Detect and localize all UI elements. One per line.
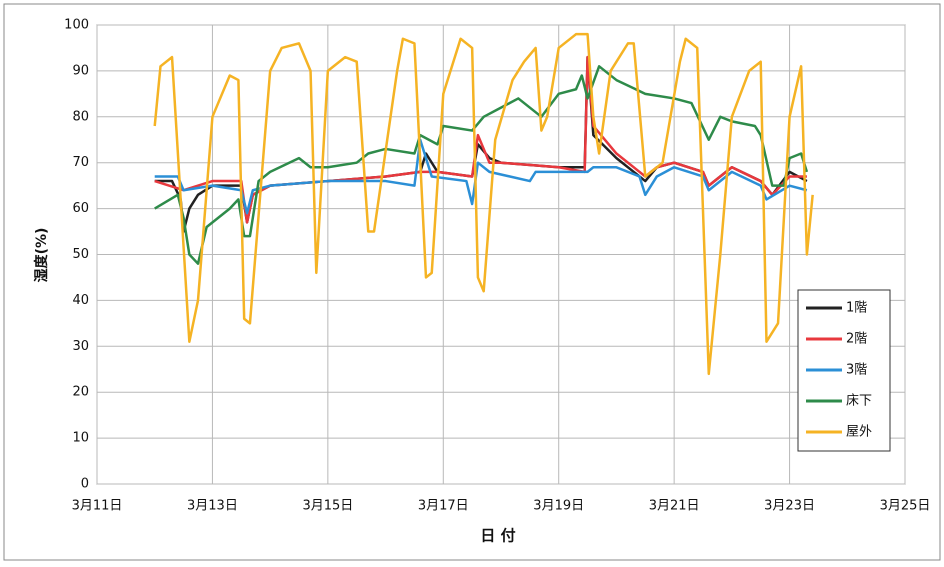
y-axis-label: 湿度(%) [33, 228, 50, 283]
x-tick-label: 3月11日 [72, 499, 123, 514]
y-tick-label: 90 [72, 63, 89, 78]
legend-label: 床下 [846, 394, 872, 409]
legend-label: 2階 [846, 332, 867, 347]
series-line [154, 55, 807, 224]
x-tick-label: 3月23日 [764, 499, 815, 514]
y-tick-label: 40 [72, 293, 89, 308]
x-tick-label: 3月15日 [302, 499, 353, 514]
chart-frame [3, 3, 941, 561]
x-tick-label: 3月13日 [187, 499, 238, 514]
y-tick-label: 60 [72, 201, 89, 216]
x-tick-label: 3月21日 [649, 499, 700, 514]
series-line [154, 138, 808, 215]
y-tick-label: 70 [72, 155, 89, 170]
y-tick-label: 50 [72, 247, 89, 262]
y-tick-label: 30 [72, 339, 89, 354]
series-line [153, 32, 814, 376]
y-tick-label: 20 [72, 385, 89, 400]
x-tick-label: 3月25日 [880, 499, 931, 514]
legend-label: 1階 [846, 301, 867, 316]
y-tick-label: 10 [72, 431, 89, 446]
legend-label: 屋外 [846, 425, 872, 440]
legend-label: 3階 [846, 363, 867, 378]
y-tick-label: 0 [81, 477, 89, 492]
y-tick-label: 80 [72, 109, 89, 124]
y-tick-label: 100 [64, 18, 89, 33]
x-tick-label: 3月19日 [533, 499, 584, 514]
x-axis-label: 日 付 [480, 527, 515, 545]
x-tick-label: 3月17日 [418, 499, 469, 514]
